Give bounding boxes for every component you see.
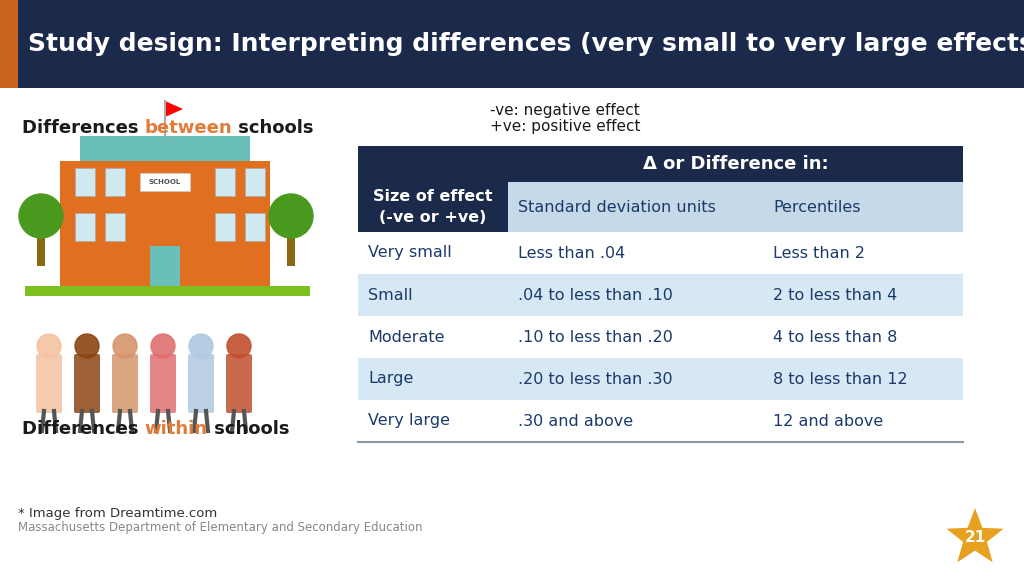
FancyBboxPatch shape — [358, 274, 508, 316]
Text: .20 to less than .30: .20 to less than .30 — [518, 372, 673, 386]
Text: Differences: Differences — [22, 420, 144, 438]
FancyBboxPatch shape — [75, 168, 95, 196]
FancyBboxPatch shape — [74, 354, 100, 413]
Text: Very small: Very small — [368, 245, 452, 260]
FancyBboxPatch shape — [508, 316, 763, 358]
FancyBboxPatch shape — [75, 213, 95, 241]
FancyBboxPatch shape — [763, 316, 963, 358]
Text: SCHOOL: SCHOOL — [148, 179, 181, 185]
FancyBboxPatch shape — [358, 358, 508, 400]
FancyBboxPatch shape — [37, 231, 45, 266]
Text: Massachusetts Department of Elementary and Secondary Education: Massachusetts Department of Elementary a… — [18, 521, 423, 535]
FancyBboxPatch shape — [0, 0, 18, 88]
Text: Percentiles: Percentiles — [773, 199, 860, 214]
FancyBboxPatch shape — [25, 286, 310, 296]
Text: Standard deviation units: Standard deviation units — [518, 199, 716, 214]
FancyBboxPatch shape — [0, 0, 1024, 88]
FancyBboxPatch shape — [763, 232, 963, 274]
FancyBboxPatch shape — [358, 146, 508, 232]
FancyBboxPatch shape — [215, 168, 234, 196]
FancyBboxPatch shape — [763, 358, 963, 400]
Text: 4 to less than 8: 4 to less than 8 — [773, 329, 897, 344]
FancyBboxPatch shape — [150, 354, 176, 413]
Polygon shape — [165, 101, 183, 117]
Text: Δ or Difference in:: Δ or Difference in: — [643, 155, 828, 173]
FancyBboxPatch shape — [508, 274, 763, 316]
FancyBboxPatch shape — [226, 354, 252, 413]
Text: .10 to less than .20: .10 to less than .20 — [518, 329, 673, 344]
Text: 8 to less than 12: 8 to less than 12 — [773, 372, 907, 386]
FancyBboxPatch shape — [358, 232, 508, 274]
Text: Large: Large — [368, 372, 414, 386]
FancyBboxPatch shape — [150, 246, 180, 291]
Text: between: between — [144, 119, 232, 137]
FancyBboxPatch shape — [60, 161, 270, 291]
Circle shape — [227, 334, 251, 358]
Text: * Image from Dreamtime.com: * Image from Dreamtime.com — [18, 507, 217, 521]
Polygon shape — [946, 508, 1004, 562]
Text: 2 to less than 4: 2 to less than 4 — [773, 287, 897, 302]
FancyBboxPatch shape — [105, 213, 125, 241]
Text: schools: schools — [208, 420, 289, 438]
Text: 21: 21 — [965, 530, 986, 545]
Text: Less than 2: Less than 2 — [773, 245, 865, 260]
Circle shape — [151, 334, 175, 358]
Text: Differences: Differences — [22, 119, 144, 137]
FancyBboxPatch shape — [287, 231, 295, 266]
FancyBboxPatch shape — [358, 316, 508, 358]
FancyBboxPatch shape — [508, 358, 763, 400]
Circle shape — [269, 194, 313, 238]
FancyBboxPatch shape — [763, 182, 963, 232]
FancyBboxPatch shape — [188, 354, 214, 413]
FancyBboxPatch shape — [358, 400, 508, 442]
Circle shape — [113, 334, 137, 358]
Text: +ve: positive effect: +ve: positive effect — [490, 119, 640, 134]
FancyBboxPatch shape — [245, 213, 265, 241]
Circle shape — [189, 334, 213, 358]
FancyBboxPatch shape — [215, 213, 234, 241]
FancyBboxPatch shape — [245, 168, 265, 196]
Text: within: within — [144, 420, 208, 438]
FancyBboxPatch shape — [80, 136, 250, 161]
FancyBboxPatch shape — [763, 400, 963, 442]
FancyBboxPatch shape — [508, 182, 763, 232]
FancyBboxPatch shape — [508, 232, 763, 274]
Text: Moderate: Moderate — [368, 329, 444, 344]
Text: Size of effect
(-ve or +ve): Size of effect (-ve or +ve) — [374, 189, 493, 225]
Text: Study design: Interpreting differences (very small to very large effects): Study design: Interpreting differences (… — [28, 32, 1024, 56]
Text: Small: Small — [368, 287, 413, 302]
FancyBboxPatch shape — [508, 400, 763, 442]
Text: 12 and above: 12 and above — [773, 414, 884, 429]
Text: Very large: Very large — [368, 414, 450, 429]
FancyBboxPatch shape — [105, 168, 125, 196]
Text: .04 to less than .10: .04 to less than .10 — [518, 287, 673, 302]
Text: .30 and above: .30 and above — [518, 414, 633, 429]
Circle shape — [19, 194, 63, 238]
Text: schools: schools — [232, 119, 314, 137]
FancyBboxPatch shape — [763, 274, 963, 316]
Text: Less than .04: Less than .04 — [518, 245, 626, 260]
Circle shape — [37, 334, 61, 358]
FancyBboxPatch shape — [36, 354, 62, 413]
FancyBboxPatch shape — [508, 146, 963, 182]
Circle shape — [75, 334, 99, 358]
FancyBboxPatch shape — [140, 173, 190, 191]
FancyBboxPatch shape — [112, 354, 138, 413]
Text: -ve: negative effect: -ve: negative effect — [490, 104, 640, 119]
